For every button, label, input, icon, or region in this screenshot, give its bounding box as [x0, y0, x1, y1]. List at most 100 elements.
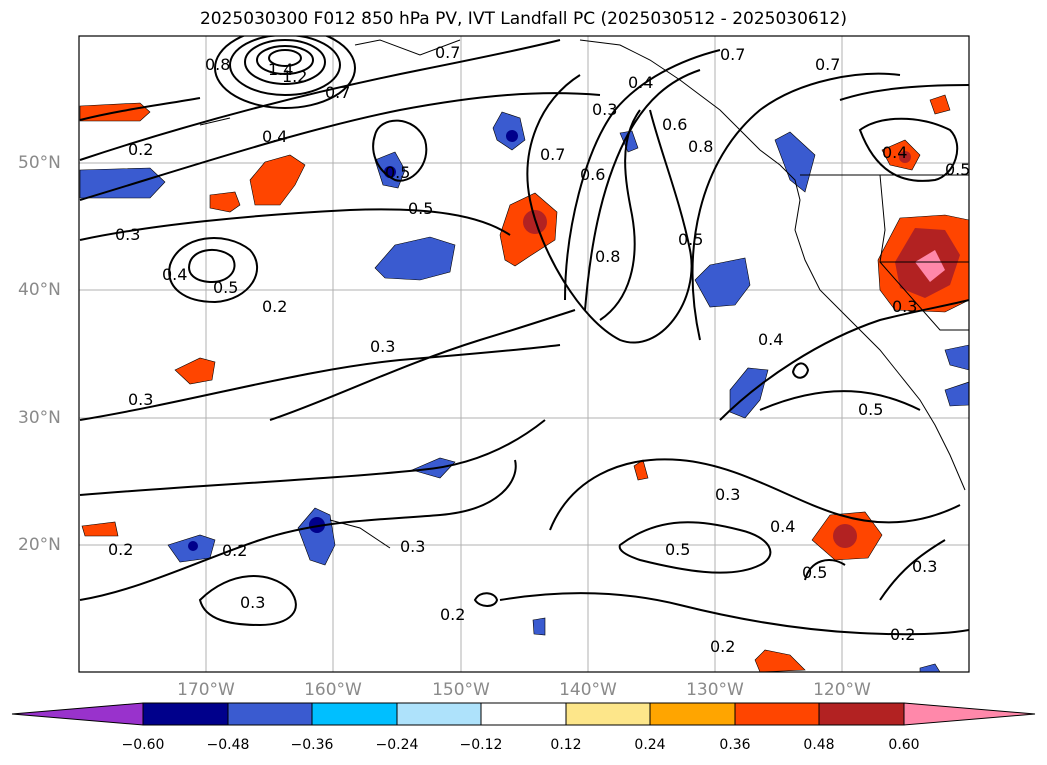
contour-label: 0.3	[370, 337, 395, 356]
contour-label: 0.8	[595, 247, 620, 266]
contour-label: 0.8	[688, 137, 713, 156]
colorbar-tick-label: 0.48	[803, 737, 835, 753]
contour-label: 0.8	[205, 55, 230, 74]
contour-label: 0.7	[720, 45, 745, 64]
lat-tick-label: 20°N	[18, 535, 61, 555]
map-frame	[78, 35, 970, 673]
negative-anomaly	[774, 131, 816, 193]
ivt-contours	[79, 36, 969, 636]
colorbar-bin	[227, 702, 313, 726]
contour-label: 0.2	[890, 625, 915, 644]
map-title: 2025030300 F012 850 hPa PV, IVT Landfall…	[199, 9, 847, 29]
colorbar-bin	[142, 702, 229, 726]
negative-anomaly	[944, 381, 969, 407]
colorbar-bin	[734, 702, 820, 726]
contour-label: 0.4	[262, 127, 287, 146]
negative-anomaly	[374, 236, 456, 281]
contour-label: 0.2	[108, 540, 133, 559]
negative-anomaly	[919, 663, 941, 672]
contour-label: 0.3	[592, 100, 617, 119]
colorbar-bin	[565, 702, 651, 726]
colorbar	[11, 702, 1036, 726]
contour-label: 0.2	[128, 140, 153, 159]
contour-label: 0.4	[770, 517, 795, 536]
lon-tick-label: 120°W	[813, 680, 871, 700]
contour-label: 0.5	[408, 199, 433, 218]
lon-tick-label: 130°W	[686, 680, 744, 700]
lat-tick-label: 50°N	[18, 153, 61, 173]
positive-anomaly	[209, 191, 241, 213]
contour-label: 0.5	[665, 540, 690, 559]
colorbar-tick-label: −0.60	[121, 737, 165, 753]
contour-label: 0.5	[945, 160, 970, 179]
colorbar-tick-label: −0.12	[459, 737, 503, 753]
positive-anomaly	[754, 649, 806, 672]
contour-label-layer: 1.4 1.2 0.8 0.7 0.7 0.7 0.7 0.4 0.2 0.5 …	[108, 43, 970, 656]
contour-label: 0.3	[400, 537, 425, 556]
contour-label: 0.2	[262, 297, 287, 316]
contour-label: 0.5	[802, 563, 827, 582]
contour-label: 0.3	[892, 297, 917, 316]
contour-label: 0.2	[440, 605, 465, 624]
negative-anomaly	[694, 257, 751, 308]
negative-core	[309, 517, 325, 533]
colorbar-extend-min	[11, 702, 144, 726]
negative-anomaly	[944, 344, 969, 371]
positive-anomaly	[929, 94, 951, 115]
lat-tick-label: 40°N	[18, 280, 61, 300]
colorbar-bin	[649, 702, 736, 726]
negative-anomaly	[297, 507, 336, 566]
contour-label: 0.6	[580, 165, 605, 184]
lon-tick-label: 140°W	[559, 680, 617, 700]
contour-label: 0.6	[662, 115, 687, 134]
contour-label: 0.7	[435, 43, 460, 62]
negative-core	[506, 130, 518, 142]
contour-label: 0.2	[710, 637, 735, 656]
contour-label: 0.4	[758, 330, 783, 349]
colorbar-bin	[818, 702, 905, 726]
contour-label: 0.3	[912, 557, 937, 576]
negative-anomaly	[79, 167, 166, 199]
positive-anomaly	[81, 521, 119, 537]
contour-label: 0.7	[325, 83, 350, 102]
colorbar-tick-label: −0.48	[206, 737, 250, 753]
positive-anomaly	[633, 459, 649, 481]
contour-label: 0.4	[162, 265, 187, 284]
contour-label: 0.5	[385, 163, 410, 182]
contour-label: 1.4	[268, 60, 293, 79]
positive-core	[833, 524, 857, 548]
positive-core	[899, 151, 911, 163]
pv-shading	[79, 94, 969, 672]
colorbar-bin	[396, 702, 482, 726]
gridlines	[79, 36, 969, 672]
colorbar-tick-label: 0.12	[550, 737, 582, 753]
lat-tick-label: 30°N	[18, 408, 61, 428]
negative-anomaly	[532, 617, 546, 636]
contour-label: 0.3	[715, 485, 740, 504]
colorbar-extend-max	[903, 702, 1036, 726]
colorbar-tick-label: −0.24	[375, 737, 419, 753]
contour-label: 0.4	[628, 73, 653, 92]
lon-tick-label: 150°W	[432, 680, 490, 700]
contour-label: 0.5	[678, 230, 703, 249]
colorbar-bin	[480, 702, 567, 726]
negative-core	[188, 541, 198, 551]
lon-tick-label: 170°W	[177, 680, 235, 700]
contour-label: 0.3	[128, 390, 153, 409]
colorbar-tick-label: 0.24	[634, 737, 666, 753]
colorbar-bin	[311, 702, 398, 726]
positive-anomaly	[174, 357, 216, 385]
contour-label: 0.5	[858, 400, 883, 419]
contour-label: 1.2	[282, 67, 307, 86]
colorbar-tick-label: −0.36	[290, 737, 334, 753]
colorbar-tick-label: 0.60	[888, 737, 920, 753]
positive-core	[915, 250, 945, 282]
contour-label: 0.7	[815, 55, 840, 74]
colorbar-tick-label: 0.36	[719, 737, 751, 753]
contour-label: 0.4	[882, 143, 907, 162]
contour-label: 0.2	[222, 541, 247, 560]
contour-label: 0.3	[240, 593, 265, 612]
contour-label: 0.7	[540, 145, 565, 164]
contour-label: 0.3	[115, 225, 140, 244]
